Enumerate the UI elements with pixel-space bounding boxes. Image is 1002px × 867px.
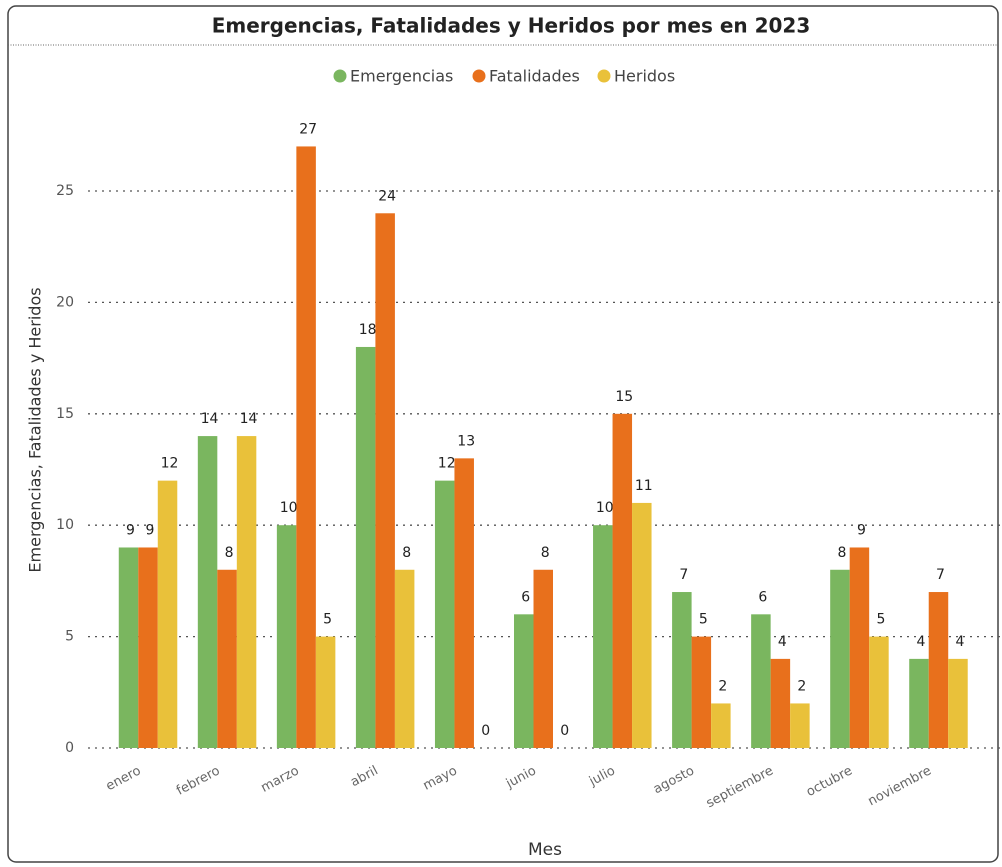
data-label: 4 [778, 634, 787, 650]
bar [434, 480, 455, 748]
bar [355, 346, 376, 748]
data-label: 6 [521, 589, 530, 605]
bar [770, 658, 791, 748]
bar [236, 436, 257, 748]
data-label: 0 [481, 723, 490, 739]
bar [296, 146, 316, 748]
bar [909, 658, 929, 748]
bar [691, 636, 712, 748]
bar [217, 569, 237, 748]
data-label: 9 [146, 522, 155, 538]
data-label: 14 [240, 411, 258, 427]
bar [869, 636, 889, 748]
legend-label: Fatalidades [489, 67, 580, 86]
bar [790, 703, 810, 748]
y-tick-label: 5 [65, 629, 74, 645]
data-label: 7 [679, 567, 688, 583]
legend-label: Heridos [614, 67, 675, 86]
data-label: 11 [635, 478, 653, 494]
data-label: 0 [560, 723, 569, 739]
data-label: 9 [857, 522, 866, 538]
data-label: 14 [201, 411, 219, 427]
bar [632, 502, 652, 748]
data-label: 12 [438, 456, 456, 472]
legend-marker [472, 69, 486, 83]
data-label: 13 [457, 433, 475, 449]
bar [928, 592, 949, 748]
data-label: 2 [718, 678, 727, 694]
data-label: 24 [378, 188, 396, 204]
legend-marker [333, 69, 347, 83]
chart-title: Emergencias, Fatalidades y Heridos por m… [212, 14, 811, 38]
data-label: 10 [596, 500, 614, 516]
data-label: 4 [956, 634, 965, 650]
bar [454, 458, 474, 748]
bar [751, 614, 771, 748]
data-label: 5 [876, 612, 885, 628]
y-tick-label: 0 [65, 740, 74, 756]
data-label: 12 [161, 456, 179, 472]
data-label: 27 [299, 121, 317, 137]
data-label: 8 [541, 545, 550, 561]
y-tick-label: 10 [56, 517, 74, 533]
bar [138, 547, 158, 748]
bar [514, 614, 534, 748]
data-label: 5 [323, 612, 332, 628]
y-tick-label: 25 [56, 183, 74, 199]
bar [593, 525, 613, 748]
bar [711, 703, 731, 748]
y-axis-title: Emergencias, Fatalidades y Heridos [26, 287, 45, 572]
x-axis-title: Mes [528, 840, 562, 860]
bar [118, 547, 139, 748]
data-label: 18 [359, 322, 377, 338]
bar [276, 525, 297, 748]
bar [315, 636, 336, 748]
bar [830, 569, 850, 748]
bar [612, 413, 633, 748]
data-label: 8 [402, 545, 411, 561]
y-tick-label: 15 [56, 406, 74, 422]
bar [948, 658, 968, 748]
legend-marker [597, 69, 611, 83]
bar [672, 592, 692, 748]
bar [197, 436, 218, 748]
data-label: 9 [126, 522, 135, 538]
bar [394, 569, 415, 748]
data-label: 10 [280, 500, 298, 516]
bar [533, 569, 553, 748]
data-label: 8 [837, 545, 846, 561]
data-label: 5 [699, 612, 708, 628]
data-label: 2 [797, 678, 806, 694]
y-tick-label: 20 [56, 294, 74, 310]
data-label: 6 [758, 589, 767, 605]
bar [375, 213, 395, 748]
bar [157, 480, 178, 748]
data-label: 8 [225, 545, 234, 561]
data-label: 15 [615, 389, 633, 405]
bar [849, 547, 870, 748]
legend-label: Emergencias [350, 67, 453, 86]
data-label: 7 [936, 567, 945, 583]
data-label: 4 [917, 634, 926, 650]
